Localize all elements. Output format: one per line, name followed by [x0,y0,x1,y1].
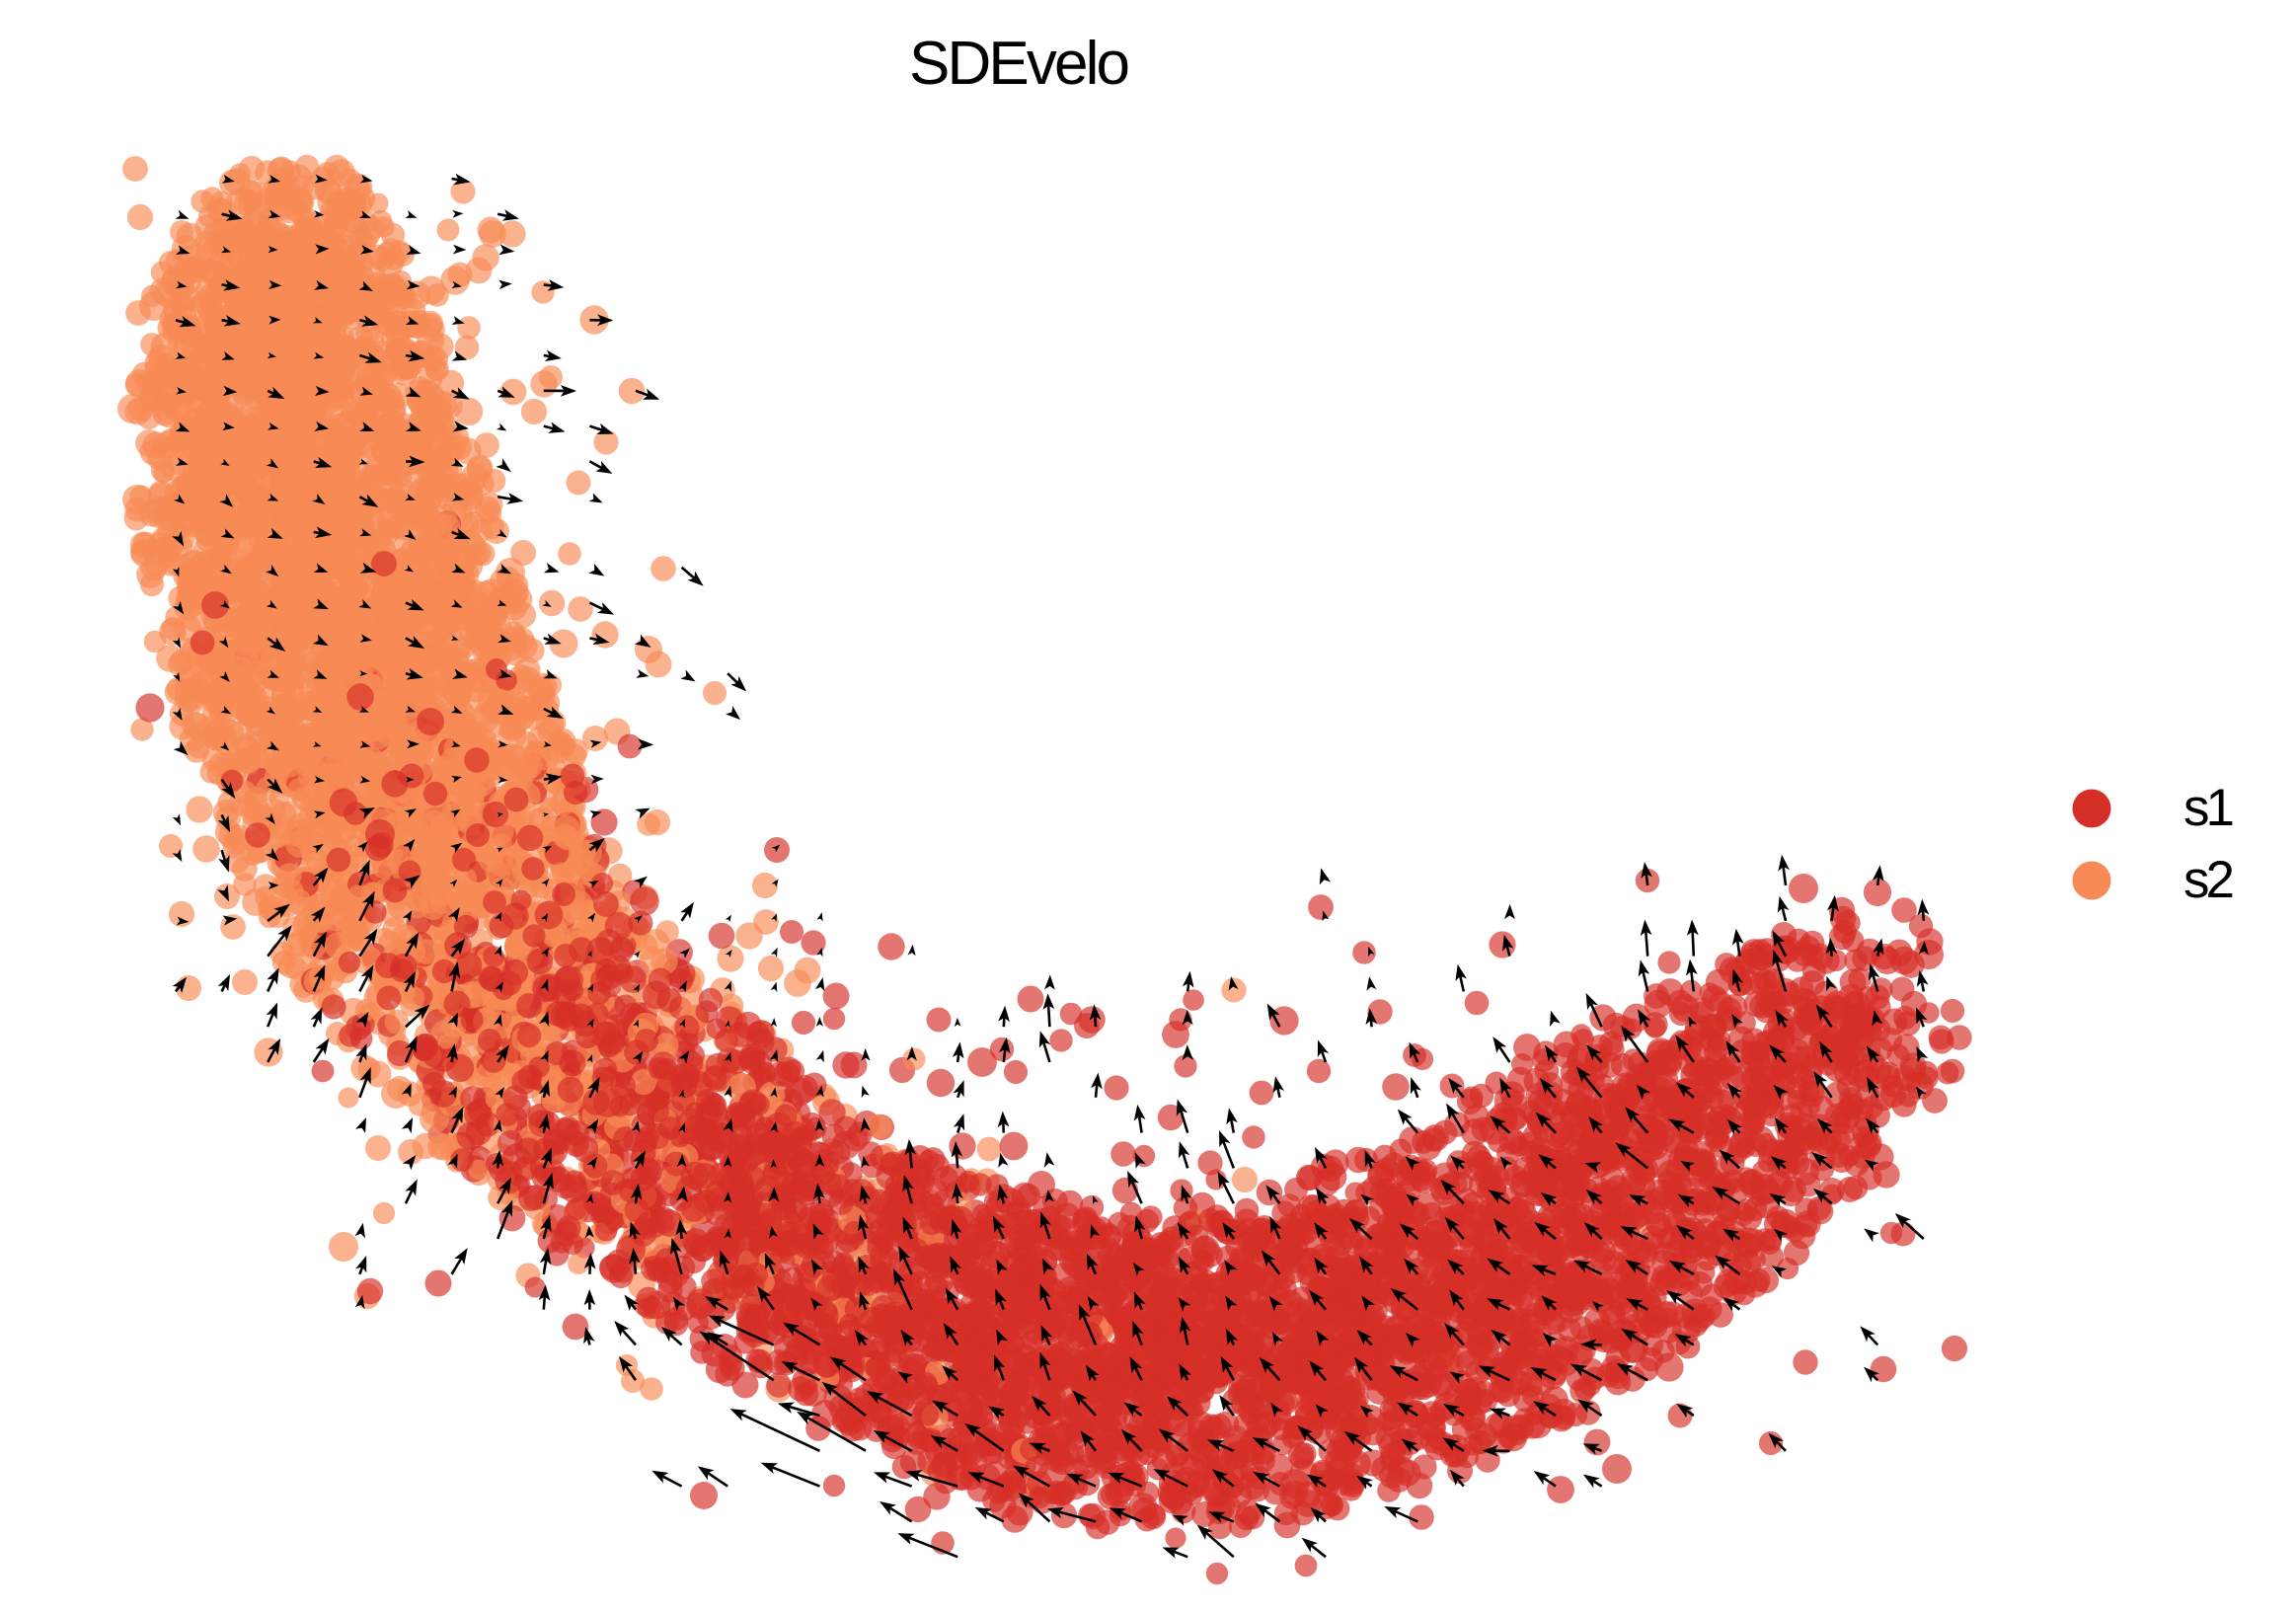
svg-text:SDEvelo: SDEvelo [909,30,1130,98]
